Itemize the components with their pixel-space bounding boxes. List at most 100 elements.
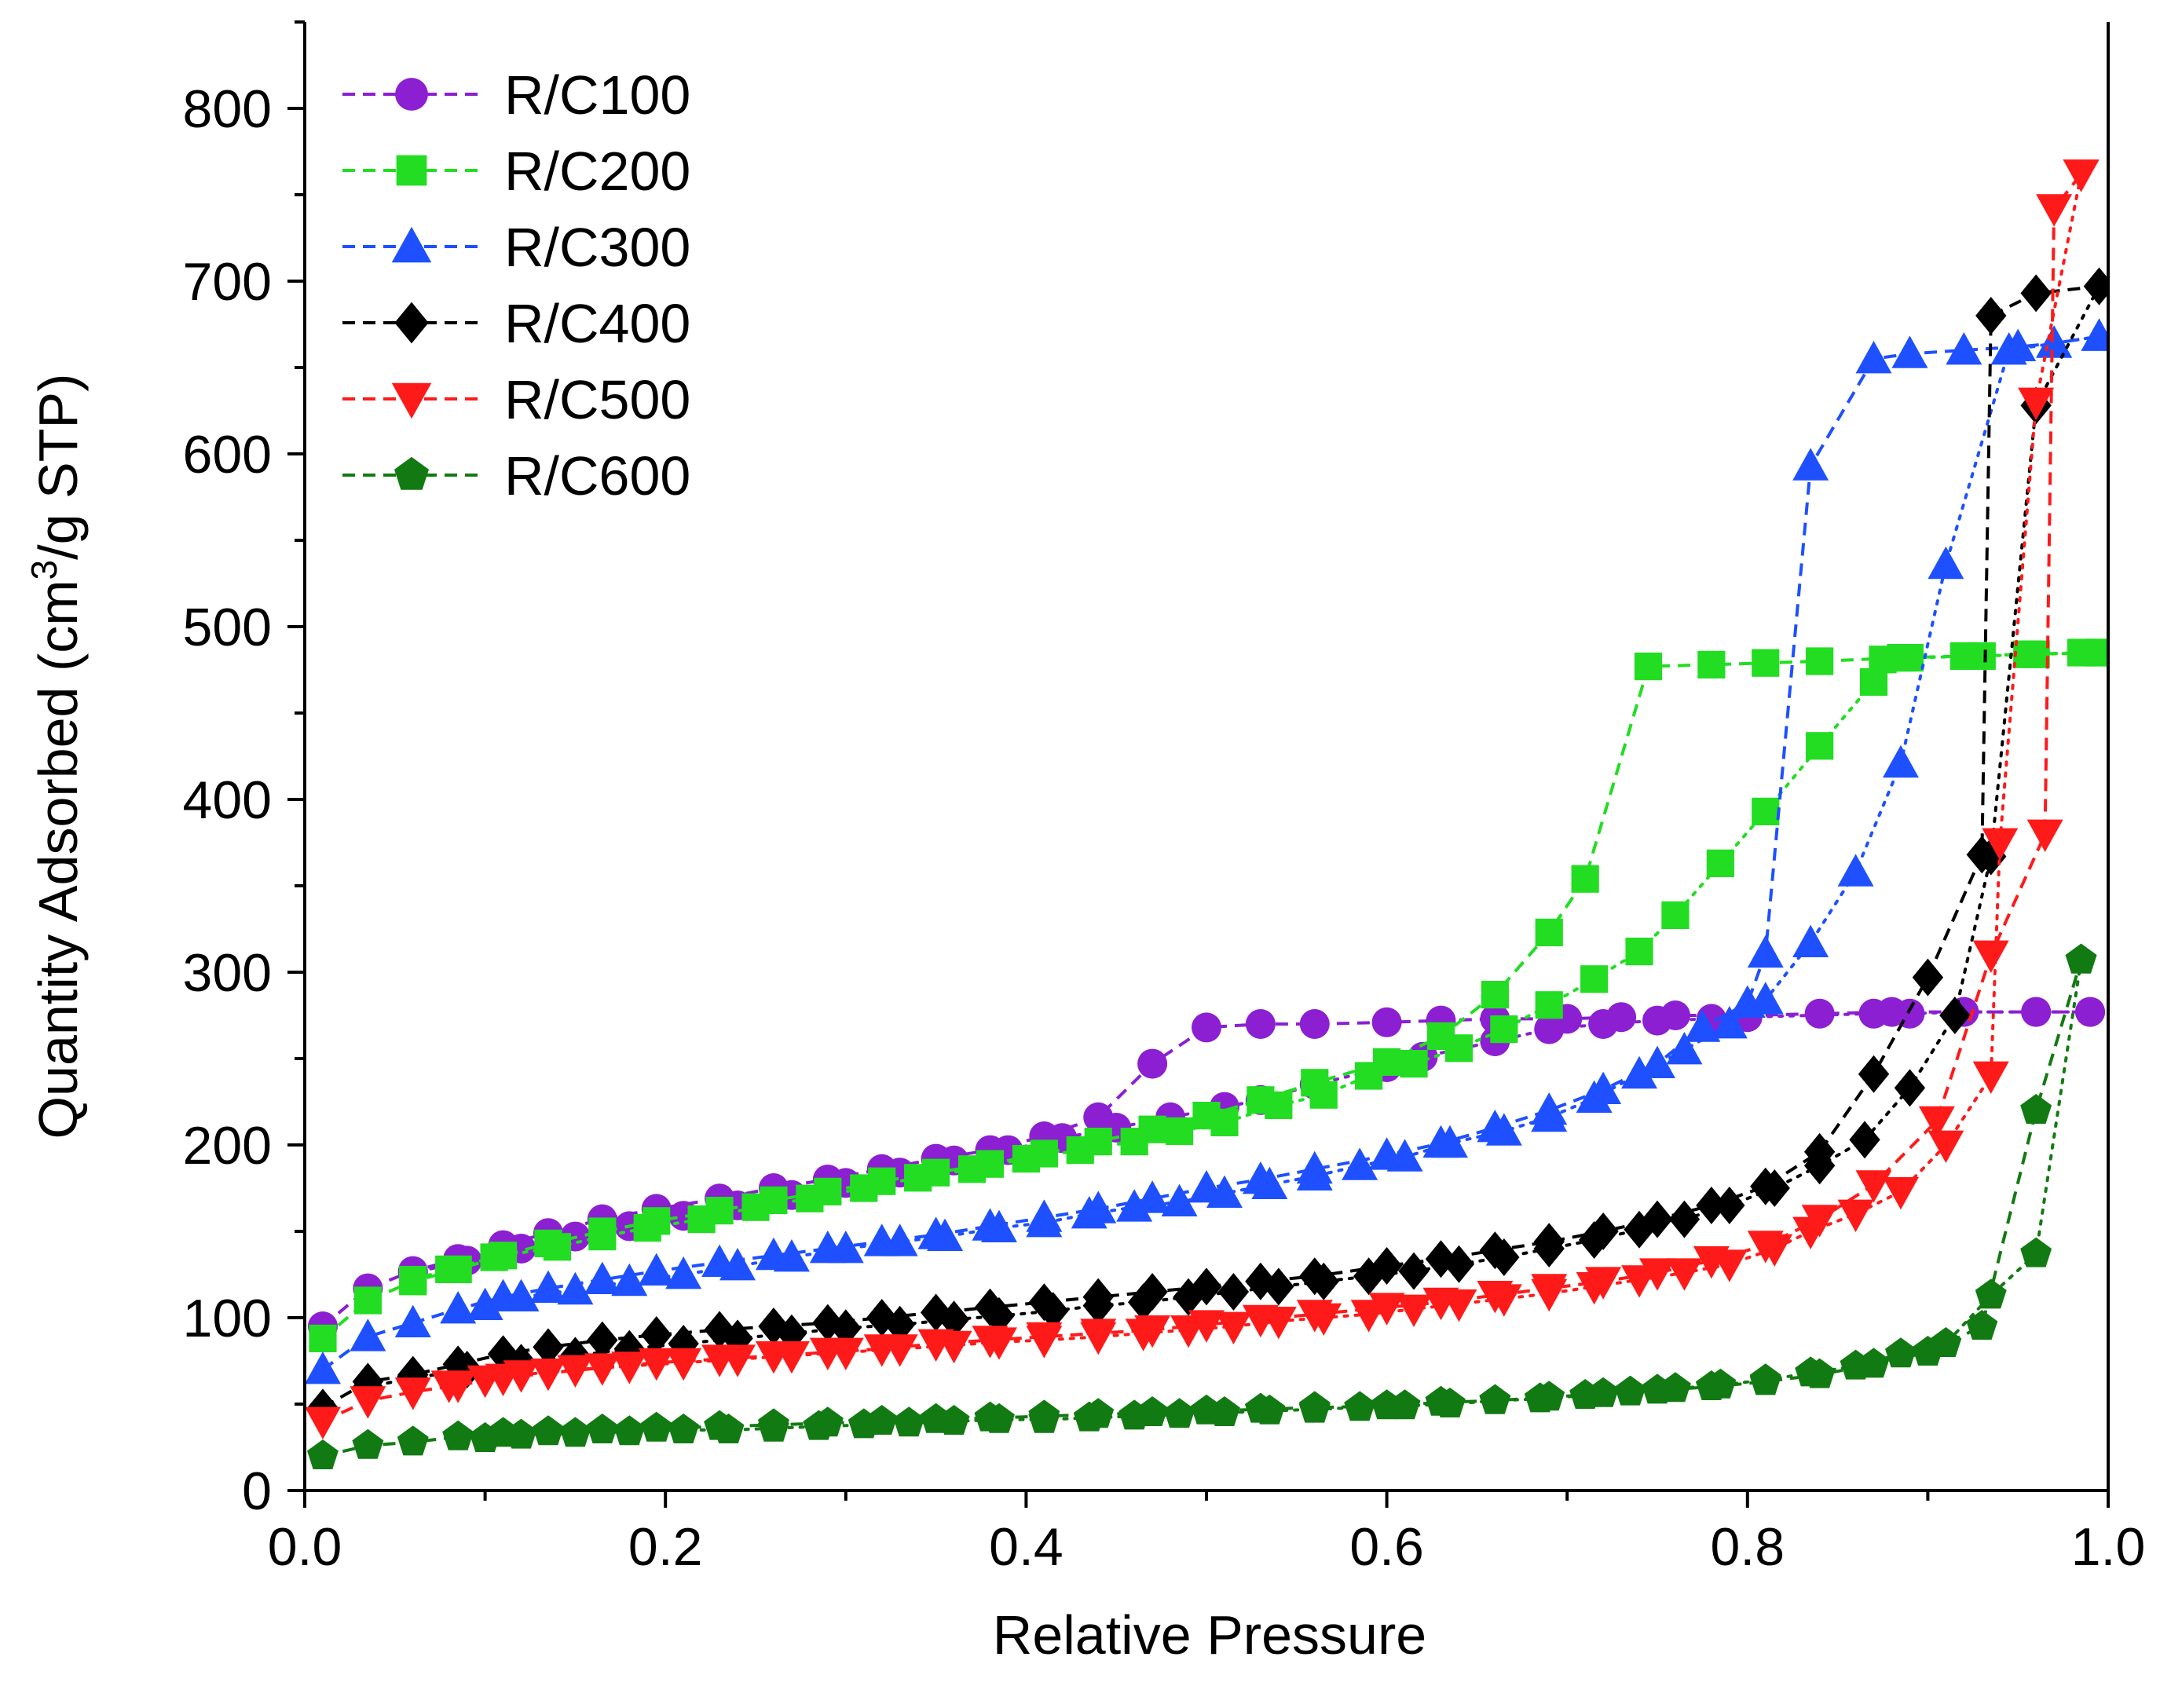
desorption-point: [1215, 1311, 1252, 1344]
legend-item-r-c100: R/C100: [342, 64, 690, 126]
legend-label: R/C500: [504, 369, 690, 430]
desorption-point: [2085, 638, 2108, 667]
adsorption-point: [584, 1353, 621, 1386]
desorption-point: [1170, 1315, 1207, 1348]
adsorption-point: [1634, 653, 1663, 681]
legend-label: R/C600: [504, 445, 690, 507]
desorption-point: [1928, 1130, 1964, 1163]
desorption-point: [1342, 1147, 1378, 1180]
desorption-point: [983, 1297, 1015, 1335]
desorption-line: [483, 335, 2101, 1308]
desorption-point: [469, 1422, 501, 1452]
desorption-point: [2020, 1237, 2052, 1267]
adsorption-point: [920, 1293, 952, 1332]
desorption-point: [1344, 1391, 1376, 1421]
y-tick-label: 300: [183, 943, 272, 1003]
adsorption-point: [397, 1425, 429, 1456]
adsorption-point: [1697, 650, 1726, 678]
desorption-point: [1837, 1199, 1874, 1232]
desorption-point: [1173, 1278, 1204, 1316]
adsorption-point: [529, 1270, 566, 1303]
desorption-point: [1355, 1062, 1383, 1090]
desorption-point: [1120, 1128, 1148, 1156]
desorption-point: [1353, 1257, 1385, 1296]
adsorption-point: [1752, 649, 1780, 677]
desorption-point: [1666, 1032, 1703, 1065]
desorption-point: [668, 1414, 700, 1443]
desorption-point: [1990, 332, 2027, 365]
desorption-point: [1666, 1258, 1703, 1291]
desorption-point: [983, 1403, 1015, 1433]
desorption-point: [850, 1174, 878, 1202]
adsorption-point: [641, 1316, 672, 1354]
adsorption-point: [1858, 1055, 1890, 1093]
adsorption-point: [307, 1439, 339, 1469]
y-tick-label: 0: [242, 1461, 272, 1521]
desorption-point: [1400, 1050, 1428, 1078]
adsorption-point: [394, 1377, 431, 1410]
desorption-point: [1576, 1272, 1613, 1305]
adsorption-point: [1684, 1009, 1721, 1042]
desorption-point: [1939, 997, 1971, 1034]
desorption-point: [1038, 1292, 1069, 1330]
desorption-point: [719, 1248, 756, 1281]
desorption-point: [1580, 965, 1609, 993]
desorption-point: [1747, 982, 1784, 1015]
adsorption-point: [352, 1428, 384, 1459]
desorption-point: [1803, 1147, 1836, 1185]
adsorption-point: [704, 1311, 735, 1349]
adsorption-point: [1855, 341, 1892, 374]
adsorption-point: [866, 1299, 898, 1337]
legend-item-r-c300: R/C300: [342, 217, 690, 278]
desorption-point: [467, 1365, 503, 1399]
desorption-point: [904, 1164, 932, 1192]
desorption-point: [588, 1223, 617, 1251]
desorption-point: [893, 1406, 925, 1437]
desorption-point: [2063, 159, 2100, 192]
desorption-point: [543, 1233, 572, 1261]
legend-item-r-c600: R/C600: [342, 445, 690, 507]
desorption-point: [1837, 854, 1874, 887]
desorption-point: [503, 1278, 540, 1311]
x-tick-label: 0.2: [628, 1517, 703, 1577]
desorption-point: [938, 1405, 970, 1435]
adsorption-point: [1299, 1009, 1330, 1039]
adsorption-point: [1696, 1187, 1727, 1224]
adsorption-point: [350, 1386, 386, 1419]
adsorption-point: [2020, 1094, 2052, 1124]
desorption-point: [1305, 1303, 1342, 1336]
desorption-point: [1578, 1221, 1610, 1259]
desorption-point: [2081, 318, 2108, 351]
y-axis-title-main: Quantity Adsorbed (cm: [27, 580, 89, 1139]
adsorption-point: [758, 1308, 789, 1345]
desorption-point: [611, 1351, 648, 1384]
desorption-point: [430, 1370, 467, 1403]
adsorption-point: [1571, 865, 1599, 893]
desorption-point: [1806, 732, 1834, 760]
legend-item-r-c400: R/C400: [342, 293, 690, 354]
desorption-point: [503, 1360, 540, 1393]
desorption-point: [1028, 1403, 1060, 1433]
adsorption-line: [321, 651, 2100, 1340]
adsorption-point: [1855, 1170, 1892, 1203]
desorption-point: [1398, 1252, 1430, 1290]
desorption-point: [1859, 667, 1888, 696]
desorption-point: [1260, 1307, 1297, 1340]
adsorption-point: [640, 1411, 672, 1442]
x-tick-label: 0.6: [1349, 1517, 1424, 1577]
ticks-layer: 0.0 0.2 0.4 0.6 0.8 1.0 0 100 200 300 400 500 600 700…: [183, 20, 2145, 1577]
series-r-c500: [305, 159, 2100, 1439]
adsorption-point: [1191, 1267, 1222, 1306]
adsorption-point: [1966, 1310, 1998, 1340]
desorption-point: [796, 1184, 824, 1212]
desorption-point: [1752, 797, 1780, 825]
adsorption-point: [440, 1291, 477, 1324]
desorption-point: [1161, 1183, 1198, 1216]
adsorption-point: [305, 1406, 341, 1439]
desorption-point: [1116, 1189, 1153, 1222]
legend-marker: [396, 155, 427, 186]
desorption-point: [1026, 1326, 1063, 1359]
desorption-point: [613, 1415, 646, 1446]
adsorption-point: [1134, 1180, 1171, 1213]
series-r-c400: [307, 267, 2108, 1427]
